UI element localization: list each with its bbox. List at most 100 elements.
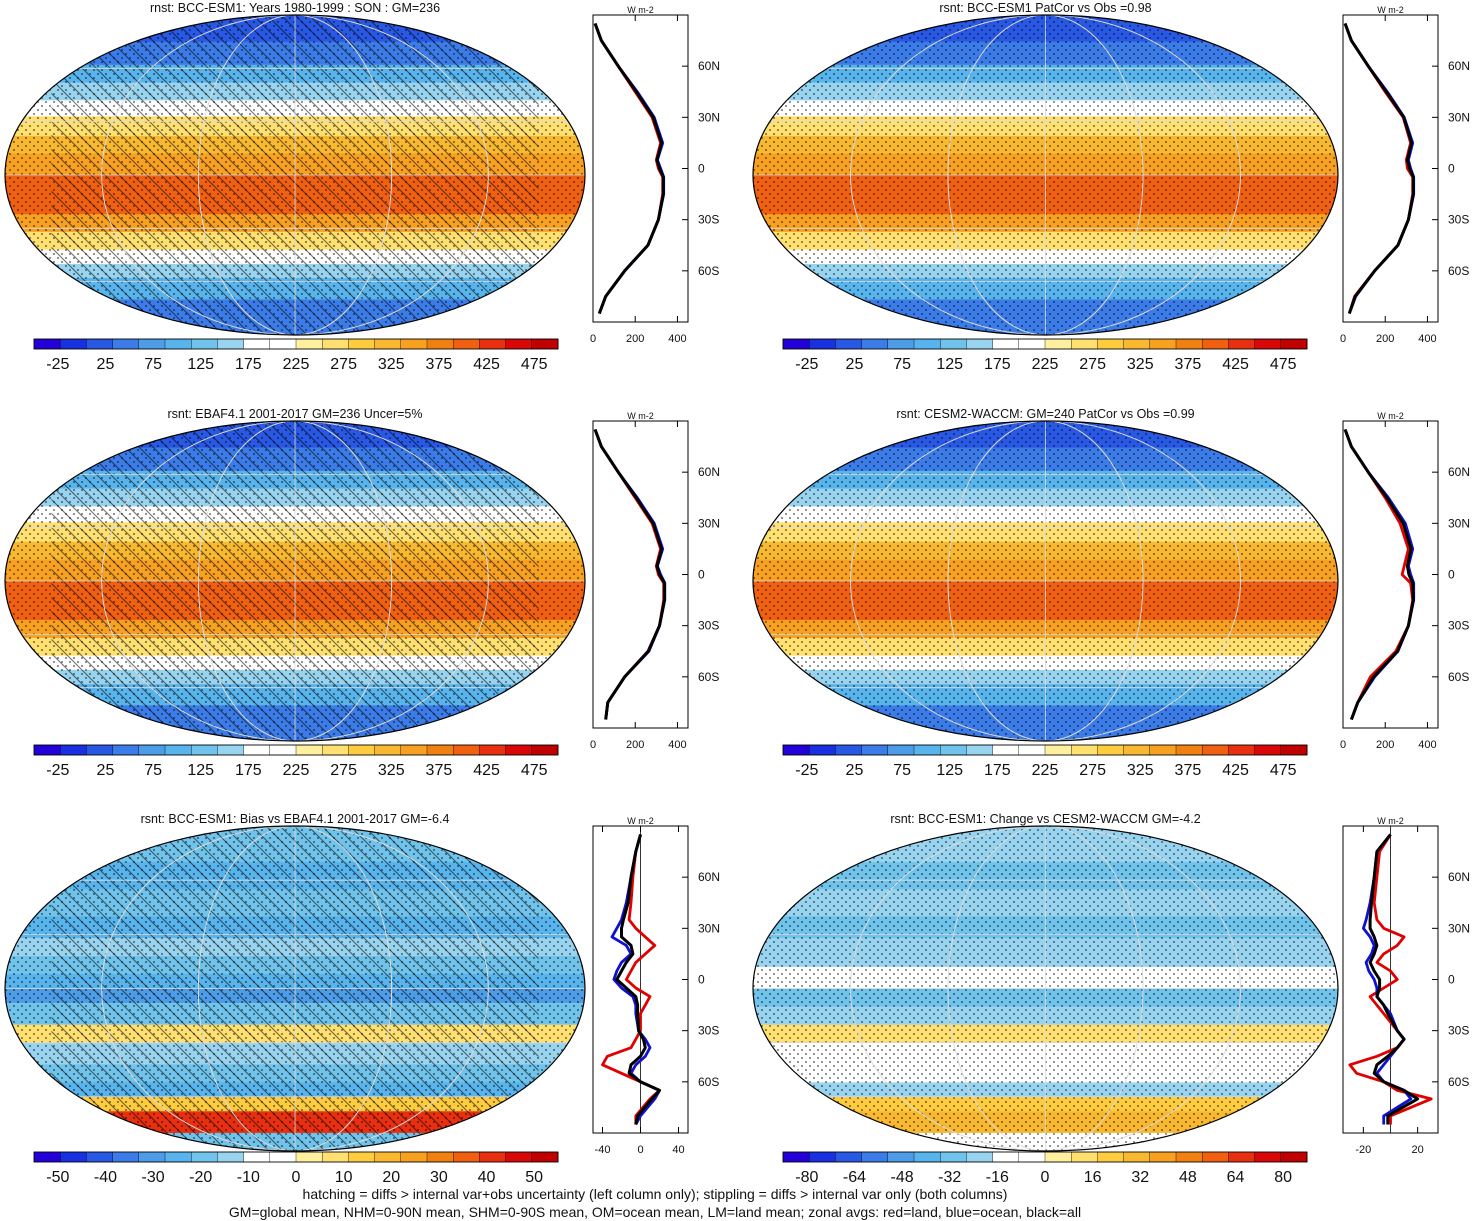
colorbar-tick-label: 425 bbox=[1222, 762, 1249, 779]
colorbar-tick-label: 275 bbox=[1079, 762, 1106, 779]
graticule-lon bbox=[101, 421, 489, 741]
colorbar-tick-label: 75 bbox=[144, 356, 162, 373]
zonal-xtick-label: 0 bbox=[1340, 739, 1346, 751]
colorbar-swatch bbox=[940, 1151, 967, 1163]
colorbar-swatch bbox=[400, 744, 428, 756]
zonal-ytick-label: 60S bbox=[1448, 1075, 1469, 1089]
map-outline bbox=[752, 825, 1339, 1152]
map-field bbox=[753, 421, 1338, 741]
series-land bbox=[601, 834, 661, 1125]
colorbar-swatch bbox=[1228, 338, 1256, 350]
colorbar-swatch bbox=[243, 744, 271, 756]
colorbar-swatch bbox=[940, 338, 967, 350]
colorbar-tick-label: -80 bbox=[795, 1169, 818, 1186]
zonal-unit-label: W m-2 bbox=[1377, 411, 1404, 421]
colorbar-swatch bbox=[1018, 744, 1046, 756]
zonal-ytick-label: 60S bbox=[1448, 264, 1469, 278]
zonal-ytick-label: 30S bbox=[1448, 619, 1469, 633]
zonal-unit-label: W m-2 bbox=[1377, 5, 1404, 15]
colorbar-tick-label: 125 bbox=[187, 356, 214, 373]
zonal-ytick-label: 0 bbox=[698, 162, 705, 176]
colorbar-swatch bbox=[190, 338, 218, 350]
zonal-frame bbox=[1342, 14, 1439, 323]
zonal-ytick-label: 30N bbox=[1448, 921, 1470, 935]
colorbar-frame bbox=[782, 1151, 1308, 1163]
colorbar-swatch bbox=[426, 744, 454, 756]
map-field bbox=[5, 826, 585, 1151]
zonal-xtick-label: 0 bbox=[590, 739, 596, 751]
colorbar-swatch bbox=[164, 744, 192, 756]
map-title: rsnt: EBAF4.1 2001-2017 GM=236 Uncer=5% bbox=[167, 407, 422, 421]
panel-4: rsnt: CESM2-WACCM: GM=240 PatCor vs Obs … bbox=[752, 407, 1470, 779]
zonal-plot: 60N 30N 0 30S 60S 0 200 400 W m-2 bbox=[590, 5, 720, 345]
colorbar-swatch bbox=[992, 744, 1020, 756]
colorbar-swatch bbox=[1123, 1151, 1151, 1163]
colorbar-swatch bbox=[33, 1151, 61, 1163]
map-title: rsnt: BCC-ESM1: Change vs CESM2-WACCM GM… bbox=[890, 812, 1200, 826]
zonal-unit-label: W m-2 bbox=[627, 816, 654, 826]
colorbar: -25 25 75 125 175 225 275 325 375 425 475 bbox=[33, 338, 559, 373]
colorbar-frame bbox=[33, 744, 559, 756]
colorbar-swatch bbox=[861, 338, 889, 350]
colorbar-tick-label: 25 bbox=[97, 356, 115, 373]
map-field bbox=[5, 15, 585, 335]
colorbar-swatch bbox=[887, 744, 915, 756]
colorbar-swatch bbox=[531, 1151, 559, 1163]
colorbar-swatch bbox=[400, 338, 428, 350]
zonal-ytick-label: 0 bbox=[698, 973, 705, 987]
colorbar-swatch bbox=[861, 1151, 889, 1163]
colorbar-swatch bbox=[426, 1151, 454, 1163]
graticule-lon bbox=[197, 421, 393, 741]
colorbar-tick-label: 32 bbox=[1131, 1169, 1149, 1186]
colorbar-swatch bbox=[426, 338, 454, 350]
colorbar: -25 25 75 125 175 225 275 325 375 425 475 bbox=[782, 744, 1308, 779]
map-field bbox=[5, 421, 585, 741]
colorbar-tick-label: 16 bbox=[1084, 1169, 1102, 1186]
colorbar-frame bbox=[33, 1151, 559, 1163]
map-title: rsnt: BCC-ESM1 PatCor vs Obs =0.98 bbox=[939, 1, 1151, 15]
colorbar-swatch bbox=[1201, 338, 1229, 350]
colorbar-swatch bbox=[835, 1151, 863, 1163]
colorbar-swatch bbox=[86, 338, 114, 350]
colorbar-swatch bbox=[887, 1151, 915, 1163]
colorbar-swatch bbox=[1149, 1151, 1177, 1163]
zonal-xtick-label: 400 bbox=[668, 333, 686, 345]
panel-2: rsnt: BCC-ESM1 PatCor vs Obs =0.98 -25 25 7… bbox=[752, 1, 1470, 373]
map-outline bbox=[4, 14, 586, 336]
zonal-ytick-label: 30N bbox=[1448, 516, 1470, 530]
zonal-series bbox=[1348, 833, 1433, 1125]
colorbar-tick-label: 75 bbox=[144, 762, 162, 779]
graticule-lon bbox=[850, 421, 1241, 741]
colorbar-swatch bbox=[112, 338, 140, 350]
colorbar-swatch bbox=[1280, 1151, 1308, 1163]
colorbar-swatch bbox=[992, 1151, 1020, 1163]
colorbar-swatch bbox=[348, 744, 376, 756]
zonal-ytick-label: 60S bbox=[1448, 670, 1469, 684]
zonal-xtick-label: 200 bbox=[626, 739, 644, 751]
colorbar-swatch bbox=[1149, 744, 1177, 756]
colorbar-swatch bbox=[269, 338, 297, 350]
map-field bbox=[753, 826, 1338, 1151]
colorbar-tick-label: -16 bbox=[986, 1169, 1009, 1186]
colorbar-tick-label: 325 bbox=[378, 356, 405, 373]
series-all bbox=[593, 22, 665, 315]
zonal-ytick-label: 60N bbox=[698, 465, 720, 479]
colorbar-tick-label: -20 bbox=[189, 1169, 212, 1186]
colorbar-tick-label: 225 bbox=[283, 762, 310, 779]
zonal-ytick-label: 30N bbox=[698, 110, 720, 124]
colorbar-tick-label: 475 bbox=[521, 356, 548, 373]
colorbar-swatch bbox=[782, 744, 810, 756]
colorbar-swatch bbox=[782, 1151, 810, 1163]
colorbar-swatch bbox=[164, 338, 192, 350]
zonal-ytick-label: 60N bbox=[698, 59, 720, 73]
colorbar-swatch bbox=[1254, 1151, 1282, 1163]
colorbar-tick-label: 275 bbox=[330, 762, 357, 779]
colorbar-swatch bbox=[374, 1151, 402, 1163]
colorbar-swatch bbox=[809, 744, 836, 756]
colorbar-swatch bbox=[1123, 744, 1151, 756]
colorbar-swatch bbox=[453, 338, 480, 350]
zonal-xtick-label: 400 bbox=[1418, 739, 1436, 751]
colorbar-swatch bbox=[1070, 338, 1098, 350]
colorbar-swatch bbox=[531, 744, 559, 756]
colorbar-swatch bbox=[164, 1151, 192, 1163]
